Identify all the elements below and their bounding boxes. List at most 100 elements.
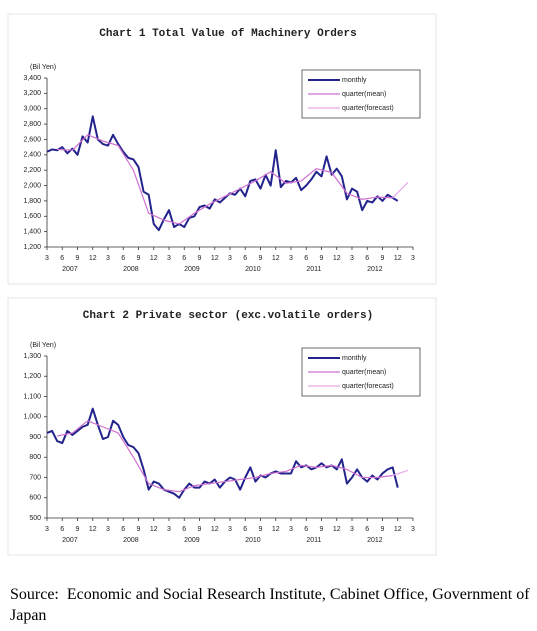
year-label: 2008 bbox=[123, 266, 139, 273]
year-label: 2007 bbox=[62, 537, 78, 544]
year-label: 2009 bbox=[184, 537, 200, 544]
chart-title: Chart 2 Private sector (exc.volatile ord… bbox=[83, 310, 373, 322]
x-tick-label: 12 bbox=[150, 526, 158, 533]
y-tick-label: 600 bbox=[29, 495, 41, 502]
x-tick-label: 12 bbox=[211, 526, 219, 533]
x-tick-label: 9 bbox=[259, 526, 263, 533]
x-tick-label: 3 bbox=[228, 526, 232, 533]
y-tick-label: 1,000 bbox=[23, 414, 41, 421]
x-tick-label: 3 bbox=[289, 526, 293, 533]
y-tick-label: 900 bbox=[29, 434, 41, 441]
x-tick-label: 9 bbox=[198, 255, 202, 262]
y-tick-label: 2,400 bbox=[23, 152, 41, 159]
year-label: 2009 bbox=[184, 266, 200, 273]
year-label: 2008 bbox=[123, 537, 139, 544]
y-tick-label: 3,200 bbox=[23, 90, 41, 97]
y-tick-label: 3,000 bbox=[23, 106, 41, 113]
x-tick-label: 12 bbox=[89, 526, 97, 533]
chart-frame bbox=[7, 13, 437, 285]
x-tick-label: 6 bbox=[121, 526, 125, 533]
x-tick-label: 3 bbox=[167, 255, 171, 262]
x-tick-label: 12 bbox=[89, 255, 97, 262]
y-tick-label: 500 bbox=[29, 515, 41, 522]
x-tick-label: 9 bbox=[320, 526, 324, 533]
x-tick-label: 6 bbox=[121, 255, 125, 262]
y-axis-unit: (Bil Yen) bbox=[30, 64, 56, 71]
y-tick-label: 2,800 bbox=[23, 121, 41, 128]
legend-label: quarter(forecast) bbox=[342, 383, 394, 390]
x-tick-label: 3 bbox=[411, 526, 415, 533]
x-tick-label: 3 bbox=[106, 526, 110, 533]
legend-label: monthly bbox=[342, 355, 367, 362]
x-tick-label: 6 bbox=[365, 526, 369, 533]
x-tick-label: 12 bbox=[333, 255, 341, 262]
x-tick-label: 6 bbox=[304, 255, 308, 262]
y-tick-label: 2,600 bbox=[23, 136, 41, 143]
y-tick-label: 2,200 bbox=[23, 167, 41, 174]
x-tick-label: 3 bbox=[289, 255, 293, 262]
x-tick-label: 3 bbox=[228, 255, 232, 262]
y-tick-label: 1,400 bbox=[23, 228, 41, 235]
y-tick-label: 3,400 bbox=[23, 75, 41, 82]
source-note: Source: Economic and Social Research Ins… bbox=[10, 586, 534, 624]
series-line bbox=[392, 469, 409, 477]
y-axis-unit: (Bil Yen) bbox=[30, 342, 56, 349]
x-tick-label: 3 bbox=[106, 255, 110, 262]
x-tick-label: 6 bbox=[60, 526, 64, 533]
legend-label: quarter(mean) bbox=[342, 369, 386, 376]
x-tick-label: 9 bbox=[137, 526, 141, 533]
x-tick-label: 6 bbox=[304, 526, 308, 533]
x-tick-label: 12 bbox=[394, 255, 402, 262]
year-label: 2012 bbox=[367, 266, 383, 273]
year-label: 2010 bbox=[245, 537, 261, 544]
x-tick-label: 9 bbox=[137, 255, 141, 262]
x-tick-label: 9 bbox=[381, 526, 385, 533]
year-label: 2007 bbox=[62, 266, 78, 273]
x-tick-label: 12 bbox=[150, 255, 158, 262]
x-tick-label: 6 bbox=[182, 255, 186, 262]
x-tick-label: 12 bbox=[333, 526, 341, 533]
y-tick-label: 800 bbox=[29, 454, 41, 461]
x-tick-label: 3 bbox=[167, 526, 171, 533]
y-tick-label: 1,300 bbox=[23, 353, 41, 360]
legend-label: quarter(mean) bbox=[342, 91, 386, 98]
year-label: 2011 bbox=[306, 537, 321, 544]
series-line bbox=[46, 115, 399, 232]
x-tick-label: 3 bbox=[350, 526, 354, 533]
y-tick-label: 700 bbox=[29, 474, 41, 481]
x-tick-label: 9 bbox=[381, 255, 385, 262]
y-tick-label: 2,000 bbox=[23, 182, 41, 189]
x-tick-label: 6 bbox=[60, 255, 64, 262]
x-tick-label: 12 bbox=[211, 255, 219, 262]
charts: Chart 1 Total Value of Machinery Orders (… bbox=[7, 13, 437, 556]
y-tick-label: 1,800 bbox=[23, 198, 41, 205]
x-tick-label: 9 bbox=[320, 255, 324, 262]
x-tick-label: 9 bbox=[259, 255, 263, 262]
y-tick-label: 1,100 bbox=[23, 393, 41, 400]
series-line bbox=[57, 420, 393, 493]
x-tick-label: 3 bbox=[45, 255, 49, 262]
x-tick-label: 12 bbox=[272, 526, 280, 533]
y-tick-label: 1,200 bbox=[23, 373, 41, 380]
series-line bbox=[392, 182, 409, 199]
x-tick-label: 6 bbox=[243, 526, 247, 533]
y-tick-label: 1,600 bbox=[23, 213, 41, 220]
x-tick-label: 12 bbox=[272, 255, 280, 262]
x-tick-label: 3 bbox=[350, 255, 354, 262]
legend-label: quarter(forecast) bbox=[342, 105, 394, 112]
legend-label: monthly bbox=[342, 77, 367, 84]
y-tick-label: 1,200 bbox=[23, 244, 41, 251]
x-tick-label: 6 bbox=[182, 526, 186, 533]
year-label: 2011 bbox=[306, 266, 321, 273]
series-line bbox=[46, 407, 399, 499]
year-label: 2012 bbox=[367, 537, 383, 544]
x-tick-label: 9 bbox=[76, 526, 80, 533]
x-tick-label: 3 bbox=[411, 255, 415, 262]
year-label: 2010 bbox=[245, 266, 261, 273]
chart-frame bbox=[7, 297, 437, 556]
chart-title: Chart 1 Total Value of Machinery Orders bbox=[99, 28, 356, 40]
x-tick-label: 6 bbox=[243, 255, 247, 262]
series-line bbox=[57, 134, 393, 225]
x-tick-label: 6 bbox=[365, 255, 369, 262]
